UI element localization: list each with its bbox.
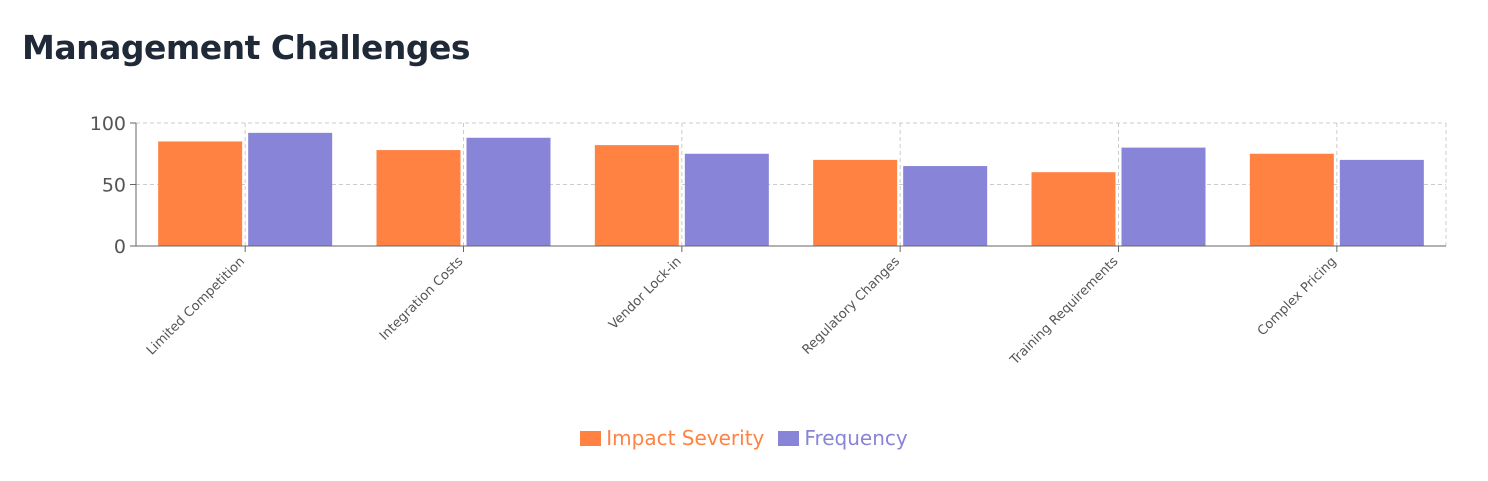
bar-impact-severity (376, 150, 461, 246)
y-tick-label: 100 (90, 113, 126, 135)
bar-impact-severity (1031, 172, 1116, 246)
legend-label: Impact Severity (606, 426, 765, 450)
bar-frequency (903, 166, 988, 246)
y-tick-label: 50 (102, 175, 126, 197)
bar-frequency (1121, 147, 1206, 246)
x-tick-label: Training Requirements (1007, 254, 1122, 369)
bar-frequency (248, 132, 333, 246)
legend-label: Frequency (804, 426, 908, 450)
x-tick-label: Limited Competition (144, 254, 248, 358)
x-tick-label: Regulatory Changes (800, 254, 904, 358)
bar-impact-severity (158, 141, 243, 246)
x-tick-label: Complex Pricing (1255, 254, 1340, 339)
bar-frequency (684, 153, 769, 246)
legend-swatch (580, 430, 602, 446)
chart-title: Management Challenges (22, 28, 471, 67)
bars (158, 132, 1424, 246)
bar-chart: 0 50 100 Limited Competition Integration Cos… (90, 113, 1447, 369)
legend-swatch (778, 430, 800, 446)
legend-item-frequency[interactable]: Frequency (778, 426, 908, 450)
legend-item-impact-severity[interactable]: Impact Severity (580, 426, 764, 450)
x-tick-label: Vendor Lock-in (606, 254, 684, 332)
x-tick-label: Integration Costs (377, 254, 467, 344)
bar-impact-severity (1249, 153, 1334, 246)
bar-frequency (1339, 159, 1424, 246)
y-tick-label: 0 (114, 236, 126, 258)
grid-lines (136, 122, 1447, 246)
chart-legend: Impact Severity Frequency (0, 426, 1488, 450)
bar-impact-severity (594, 145, 679, 246)
bar-frequency (466, 137, 551, 246)
bar-impact-severity (813, 159, 898, 246)
